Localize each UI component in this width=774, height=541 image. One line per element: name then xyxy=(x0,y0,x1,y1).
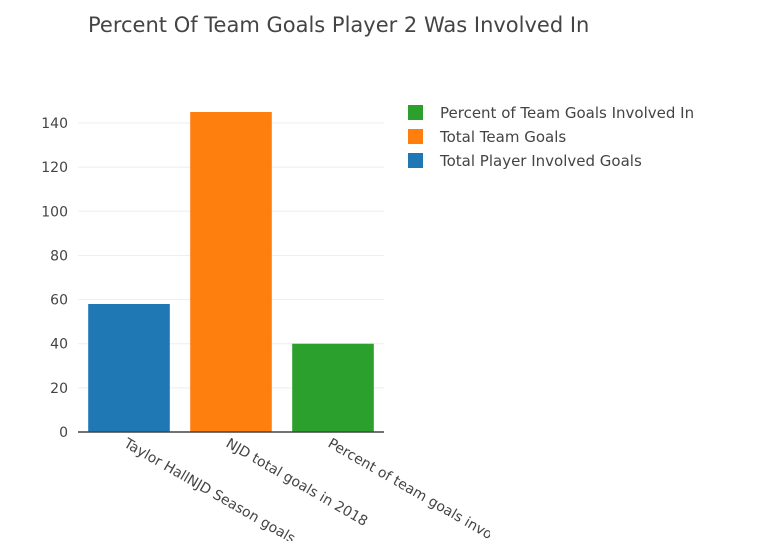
y-tick-label: 0 xyxy=(59,425,68,441)
legend-label: Total Player Involved Goals xyxy=(439,152,642,170)
legend: Percent of Team Goals Involved In Total T… xyxy=(408,104,694,170)
legend-swatch xyxy=(408,129,423,144)
legend-label: Percent of Team Goals Involved In xyxy=(440,104,694,122)
y-tick-label: 60 xyxy=(50,293,68,309)
y-axis: 0 20 40 60 80 100 120 140 xyxy=(41,116,384,441)
y-tick-label: 40 xyxy=(50,337,68,353)
bar xyxy=(292,343,374,432)
y-tick-label: 140 xyxy=(41,116,68,132)
y-tick-label: 80 xyxy=(50,248,68,264)
legend-swatch xyxy=(408,153,423,168)
bar xyxy=(88,304,170,432)
legend-label: Total Team Goals xyxy=(439,128,566,146)
bars xyxy=(88,112,374,432)
y-tick-label: 120 xyxy=(41,160,68,176)
y-tick-label: 100 xyxy=(41,204,68,220)
x-tick-label: Taylor HallNJD Season goals xyxy=(120,435,298,541)
chart-title: Percent Of Team Goals Player 2 Was Invol… xyxy=(88,13,589,37)
y-tick-label: 20 xyxy=(50,381,68,397)
legend-swatch xyxy=(408,105,423,120)
bar xyxy=(190,112,272,432)
